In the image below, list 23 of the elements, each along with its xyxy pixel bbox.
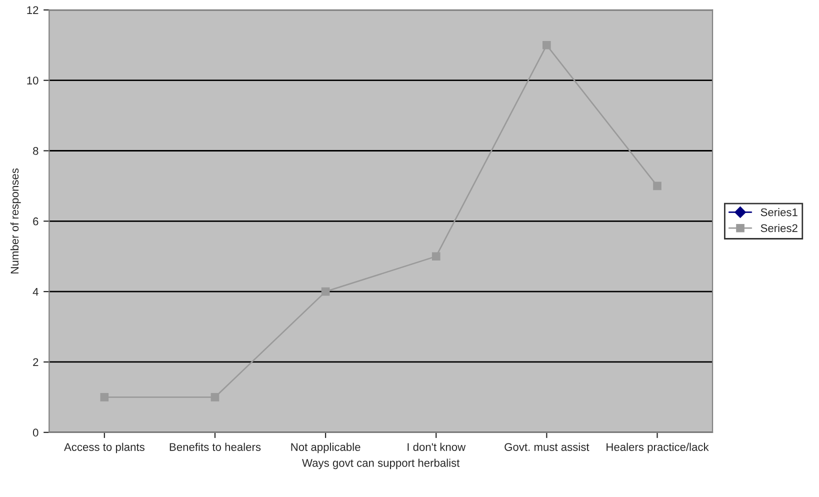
x-tick-label: Access to plants (64, 442, 144, 454)
y-tick-label: 8 (33, 147, 38, 155)
y-tick-label: 0 (32, 428, 38, 437)
x-tick-label: Govt. must assist (504, 442, 590, 451)
point (542, 40, 551, 50)
x-axis-title: Ways govt can support herbalist (302, 458, 460, 470)
legend-label: Series1 (760, 208, 798, 216)
x-tick-label: Not applicable (291, 442, 360, 454)
x-tick-label: Healers practice/lack (606, 442, 709, 454)
point (321, 287, 330, 296)
point (653, 182, 662, 190)
point (100, 393, 109, 402)
x-tick-label: Benefits to healers (170, 442, 261, 451)
point (210, 393, 220, 402)
x-tick-label: I don't know (408, 442, 466, 451)
y-tick-label: 12 (27, 6, 38, 14)
y-tick-label: 4 (32, 288, 38, 296)
legend-label: Series2 (760, 224, 798, 232)
y-tick-label: 10 (27, 76, 38, 84)
point (432, 252, 440, 261)
y-tick-label: 2 (33, 358, 38, 366)
y-tick-label: 6 (33, 217, 38, 226)
y-axis-title: Number of responses (10, 168, 21, 274)
